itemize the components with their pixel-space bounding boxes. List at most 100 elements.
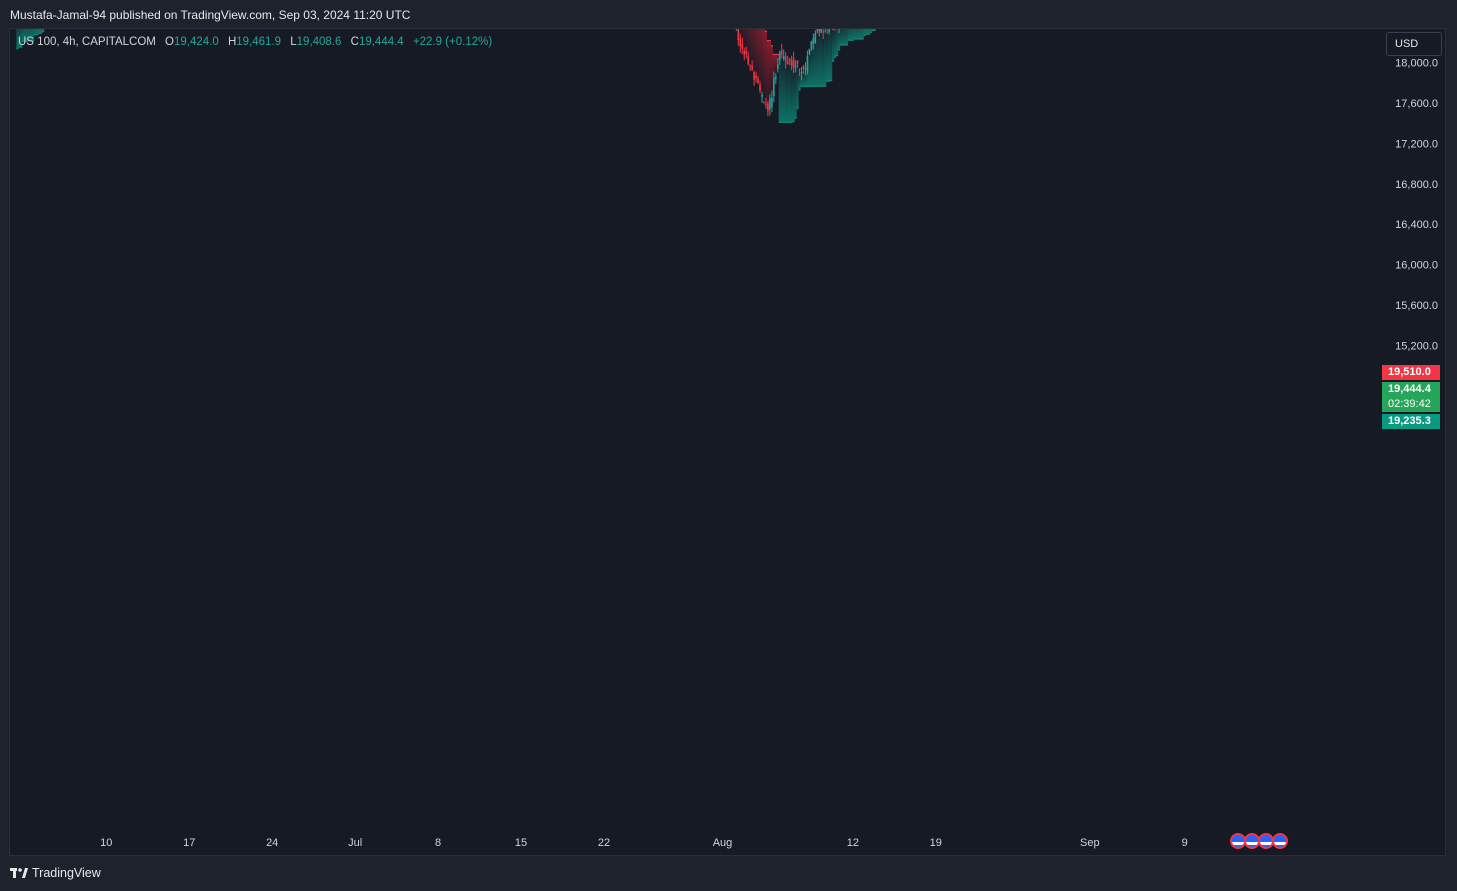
support-band-segment — [30, 29, 33, 41]
support-band-segment — [808, 49, 811, 87]
last-price-tag: 19,444.4 — [1382, 382, 1440, 397]
trend-stop-line — [863, 34, 866, 37]
time-tick-label: 22 — [598, 837, 610, 849]
trend-stop-line — [855, 38, 858, 40]
us-flag-icon[interactable] — [1272, 833, 1288, 849]
trend-stop-line — [786, 121, 789, 123]
bullish-candle — [806, 56, 809, 72]
trend-stop-line — [22, 40, 25, 42]
low-label: L — [290, 36, 297, 48]
close-value: 19,444.4 — [358, 36, 404, 48]
bar-countdown: 02:39:42 — [1382, 397, 1440, 412]
bullish-candle — [782, 56, 785, 59]
trend-stop-line — [859, 38, 862, 40]
change-value: +22.9 (+0.12%) — [412, 36, 493, 48]
support-band-segment — [812, 38, 815, 87]
bullish-candle — [778, 52, 781, 61]
resistance-band-segment — [764, 31, 768, 106]
support-band-segment — [34, 29, 37, 35]
footer-bar: TradingView — [0, 856, 1457, 891]
bullish-candle — [800, 72, 803, 74]
resistance-band-segment — [747, 29, 750, 65]
trend-stop-line — [853, 38, 856, 40]
bullish-candle — [828, 29, 830, 32]
chart-legend: US 100, 4h, CAPITALCOM O19,424.0 H19,461… — [18, 36, 492, 48]
trend-stop-line — [824, 85, 827, 87]
support-band-segment — [778, 52, 781, 123]
bullish-candle — [808, 49, 811, 55]
bearish-candle — [790, 60, 793, 66]
support-band-segment — [867, 29, 870, 35]
price-tick-label: 16,000.0 — [1395, 260, 1438, 272]
bearish-candle — [751, 66, 753, 70]
support-band-segment — [16, 29, 19, 49]
event-markers[interactable] — [1230, 833, 1288, 849]
time-tick-label: 10 — [100, 837, 112, 849]
trend-stop-line — [830, 79, 833, 82]
support-band-segment — [784, 62, 787, 123]
support-band-segment — [863, 29, 866, 36]
bearish-candle — [737, 29, 740, 41]
support-band-segment — [849, 29, 852, 41]
lower-band-tag: 19,235.3 — [1382, 414, 1440, 429]
trend-stop-line — [32, 40, 35, 42]
support-band-segment — [790, 65, 793, 123]
trend-stop-line — [841, 44, 845, 46]
support-band-segment — [830, 29, 833, 81]
trend-stop-line — [861, 38, 864, 40]
support-band-segment — [792, 68, 795, 122]
trend-stop-line — [871, 29, 874, 32]
trend-stop-line — [865, 33, 868, 35]
support-band-segment — [38, 29, 41, 34]
trend-stop-line — [867, 33, 870, 35]
currency-button[interactable]: USD — [1386, 32, 1442, 56]
trend-stop-line — [857, 38, 860, 40]
trend-stop-line — [16, 48, 19, 50]
bearish-candle — [786, 61, 789, 65]
trend-stop-line — [816, 85, 819, 87]
time-tick-label: Sep — [1080, 837, 1100, 849]
resistance-band-segment — [743, 29, 746, 55]
price-tick-label: 16,800.0 — [1395, 179, 1438, 191]
time-tick-label: 15 — [515, 837, 527, 849]
support-band-segment — [851, 29, 854, 41]
time-tick-label: 9 — [1182, 837, 1188, 849]
support-band-segment — [826, 29, 829, 82]
chart-area[interactable]: 22,400.022,000.021,600.021,200.020,800.0… — [9, 28, 1446, 856]
upper-band-tag: 19,510.0 — [1382, 365, 1440, 380]
trend-stop-line — [774, 53, 777, 56]
price-chart[interactable]: 22,400.022,000.021,600.021,200.020,800.0… — [10, 29, 1446, 856]
trend-stop-line — [798, 89, 801, 91]
support-band-segment — [802, 69, 805, 87]
bearish-candle — [792, 58, 795, 69]
bullish-candle — [777, 64, 779, 69]
trend-stop-line — [808, 85, 811, 87]
bullish-candle — [775, 76, 777, 80]
price-tick-label: 16,400.0 — [1395, 219, 1438, 231]
trend-stop-line — [782, 121, 785, 123]
resistance-band-segment — [758, 29, 762, 91]
support-band-segment — [847, 29, 850, 41]
support-band-segment — [857, 29, 860, 40]
support-band-segment — [837, 29, 841, 50]
support-band-segment — [814, 33, 817, 87]
trend-stop-line — [780, 121, 783, 123]
trend-stop-line — [34, 34, 37, 36]
trend-stop-line — [794, 117, 797, 119]
trend-stop-line — [28, 40, 31, 42]
trend-stop-line — [828, 80, 831, 82]
trend-stop-line — [810, 85, 813, 87]
time-tick-label: 24 — [266, 837, 278, 849]
support-band-segment — [796, 63, 799, 109]
support-band-segment — [40, 29, 43, 34]
bearish-candle — [749, 65, 751, 67]
trend-stop-line — [768, 40, 771, 42]
trend-stop-line — [772, 53, 775, 56]
bearish-candle — [763, 101, 765, 103]
bearish-candle — [822, 31, 825, 33]
tradingview-logo[interactable]: TradingView — [10, 866, 101, 880]
symbol-info[interactable]: US 100, 4h, CAPITALCOM — [18, 36, 156, 48]
trend-stop-line — [869, 31, 872, 34]
trend-stop-line — [788, 121, 791, 123]
support-band-segment — [32, 29, 35, 41]
